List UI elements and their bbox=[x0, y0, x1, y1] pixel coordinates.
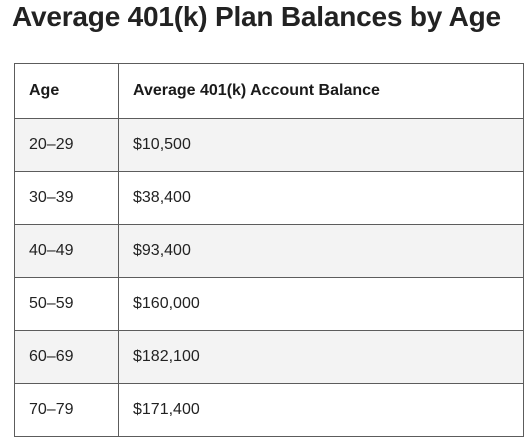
table-row: 20–29 $10,500 bbox=[14, 118, 524, 172]
table-body: 20–29 $10,500 30–39 $38,400 40–49 $93,40… bbox=[14, 118, 524, 437]
cell-age: 40–49 bbox=[14, 224, 119, 278]
cell-balance: $93,400 bbox=[118, 224, 524, 278]
header-balance: Average 401(k) Account Balance bbox=[118, 63, 524, 119]
cell-balance: $38,400 bbox=[118, 171, 524, 225]
cell-balance: $160,000 bbox=[118, 277, 524, 331]
cell-balance: $182,100 bbox=[118, 330, 524, 384]
header-row: Age Average 401(k) Account Balance bbox=[14, 63, 524, 119]
table-row: 70–79 $171,400 bbox=[14, 383, 524, 437]
table-row: 60–69 $182,100 bbox=[14, 330, 524, 384]
cell-balance: $171,400 bbox=[118, 383, 524, 437]
cell-age: 20–29 bbox=[14, 118, 119, 172]
page-title: Average 401(k) Plan Balances by Age bbox=[12, 1, 501, 32]
header-age: Age bbox=[14, 63, 119, 119]
cell-balance: $10,500 bbox=[118, 118, 524, 172]
cell-age: 30–39 bbox=[14, 171, 119, 225]
balances-table: Age Average 401(k) Account Balance 20–29… bbox=[14, 63, 524, 437]
table-row: 50–59 $160,000 bbox=[14, 277, 524, 331]
cell-age: 60–69 bbox=[14, 330, 119, 384]
cell-age: 50–59 bbox=[14, 277, 119, 331]
cell-age: 70–79 bbox=[14, 383, 119, 437]
table-header: Age Average 401(k) Account Balance bbox=[14, 63, 524, 119]
table-row: 30–39 $38,400 bbox=[14, 171, 524, 225]
table-row: 40–49 $93,400 bbox=[14, 224, 524, 278]
